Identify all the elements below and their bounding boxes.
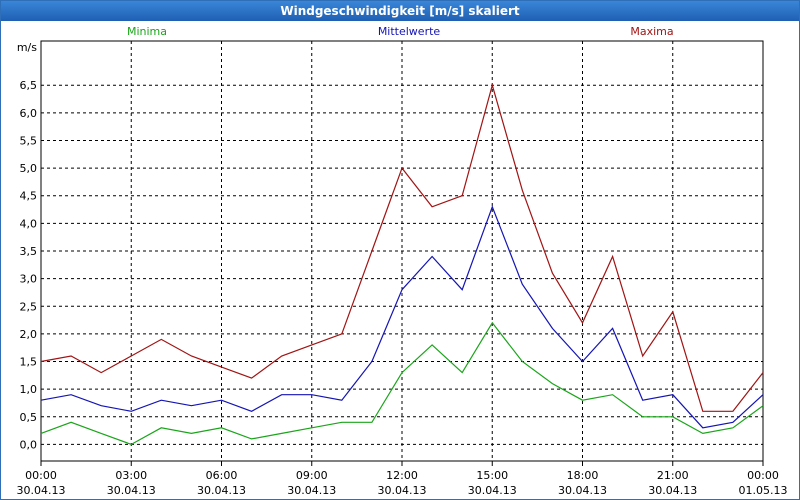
legend-item-mittelwerte: Mittelwerte (378, 25, 441, 38)
legend-item-maxima: Maxima (630, 25, 673, 38)
y-tick-label: 2,0 (20, 328, 38, 341)
y-tick-label: 1,0 (20, 383, 38, 396)
y-tick-label: 1,5 (20, 356, 38, 369)
series-line-minima (40, 321, 764, 446)
x-tick-label-date: 30.04.13 (107, 484, 156, 497)
x-tick-label-date: 30.04.13 (287, 484, 336, 497)
y-tick-label: 2,5 (20, 300, 38, 313)
x-tick-label-time: 12:00 (386, 469, 418, 482)
x-tick-label-date: 30.04.13 (17, 484, 66, 497)
y-tick-label: 4,5 (20, 190, 38, 203)
series-line-maxima (40, 82, 764, 412)
y-axis-label: m/s (17, 41, 37, 54)
x-tick-label-time: 00:00 (747, 469, 779, 482)
y-tick-label: 3,5 (20, 245, 38, 258)
chart-canvas: 0,0 0,5 1,0 1,5 2,0 2,5 3,0 3,5 4,0 4,5 5,0 5,5 6,0 6… (17, 25, 788, 497)
x-tick-label-time: 21:00 (657, 469, 689, 482)
x-tick-label-date: 30.04.13 (468, 484, 517, 497)
x-tick-label-date: 01.05.13 (739, 484, 788, 497)
x-tick-label-time: 06:00 (206, 469, 238, 482)
x-tick-label-time: 15:00 (476, 469, 508, 482)
x-tick-label-date: 30.04.13 (648, 484, 697, 497)
legend-item-minima: Minima (127, 25, 167, 38)
x-tick-label-time: 03:00 (115, 469, 147, 482)
series-line-mittelwerte (40, 205, 764, 429)
x-tick-label-date: 30.04.13 (378, 484, 427, 497)
y-tick-label: 4,0 (20, 217, 38, 230)
x-tick-label-time: 00:00 (25, 469, 57, 482)
x-tick-label-date: 30.04.13 (558, 484, 607, 497)
y-tick-label: 0,5 (20, 411, 38, 424)
y-tick-label: 5,0 (20, 162, 38, 175)
x-tick-label-time: 18:00 (567, 469, 599, 482)
y-tick-label: 0,0 (20, 438, 38, 451)
y-tick-label: 5,5 (20, 134, 38, 147)
y-tick-label: 3,0 (20, 273, 38, 286)
window-title: Windgeschwindigkeit [m/s] skaliert (1, 1, 799, 21)
y-tick-label: 6,5 (20, 79, 38, 92)
x-tick-label-time: 09:00 (296, 469, 328, 482)
x-tick-label-date: 30.04.13 (197, 484, 246, 497)
y-tick-label: 6,0 (20, 107, 38, 120)
